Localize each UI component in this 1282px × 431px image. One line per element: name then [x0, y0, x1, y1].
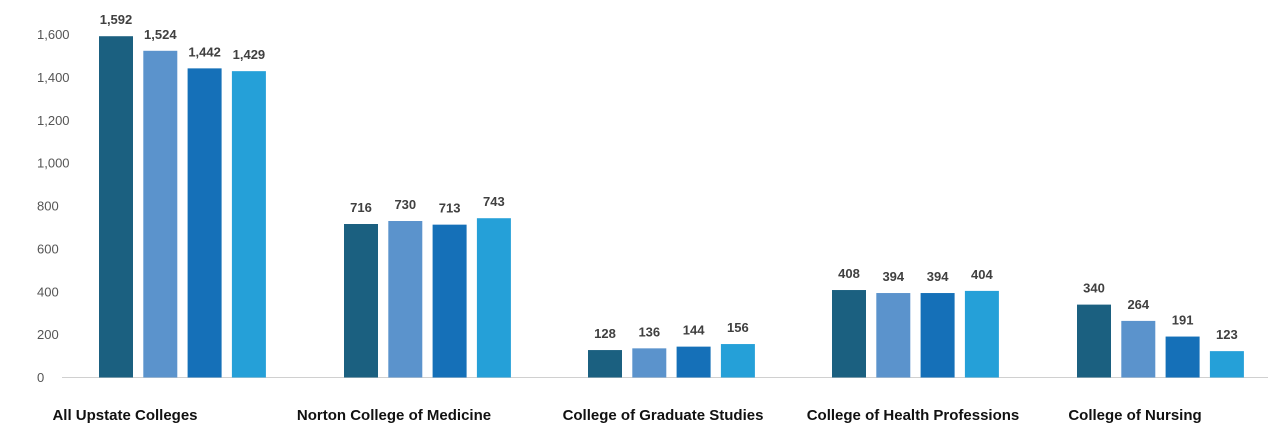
y-tick-label: 0 — [37, 370, 44, 385]
data-label: 394 — [882, 269, 904, 284]
bar — [1121, 320, 1156, 378]
bar — [1165, 336, 1200, 378]
y-tick-label: 200 — [37, 327, 59, 342]
category-label: College of Graduate Studies — [563, 407, 764, 424]
data-label: 144 — [683, 323, 705, 338]
category-label: College of Health Professions — [807, 407, 1020, 424]
bars — [99, 36, 1244, 378]
data-label: 340 — [1083, 281, 1105, 296]
data-label: 404 — [971, 267, 993, 282]
category-label: Norton College of Medicine — [297, 407, 491, 424]
category-label: All Upstate Colleges — [52, 407, 197, 424]
y-tick-label: 1,400 — [37, 70, 70, 85]
data-label: 716 — [350, 200, 372, 215]
bar — [720, 344, 755, 378]
data-label: 136 — [638, 324, 660, 339]
y-tick-label: 1,000 — [37, 156, 70, 171]
bar — [432, 224, 467, 378]
data-label: 128 — [594, 326, 616, 341]
bar — [388, 221, 423, 378]
bar — [1077, 304, 1111, 378]
bar — [920, 293, 955, 378]
bar — [99, 36, 133, 378]
data-labels: 1,592 716 128 408 340 1,524 730 136 394 264 1,442 7… — [100, 12, 1238, 342]
bar — [676, 346, 711, 378]
category-label: College of Nursing — [1068, 407, 1201, 424]
data-label: 1,442 — [188, 44, 221, 59]
data-label: 394 — [927, 269, 949, 284]
bar — [632, 348, 667, 378]
bar — [588, 350, 622, 378]
data-label: 156 — [727, 320, 749, 335]
data-label: 743 — [483, 194, 505, 209]
bar — [344, 224, 378, 378]
y-tick-label: 400 — [37, 284, 59, 299]
bar — [1209, 351, 1244, 378]
y-tick-label: 1,600 — [37, 27, 70, 42]
bar — [964, 290, 999, 378]
y-tick-label: 1,200 — [37, 113, 70, 128]
data-label: 408 — [838, 266, 860, 281]
y-axis: 0 200 400 600 800 1,000 1,200 1,400 1,600 — [37, 27, 70, 385]
data-label: 713 — [439, 201, 461, 216]
x-axis: All Upstate Colleges Norton College of Me… — [52, 407, 1201, 424]
y-tick-label: 800 — [37, 199, 59, 214]
bar — [476, 218, 511, 378]
y-tick-label: 600 — [37, 241, 59, 256]
data-label: 191 — [1172, 313, 1194, 328]
data-label: 264 — [1127, 297, 1149, 312]
data-label: 123 — [1216, 327, 1238, 342]
bar — [231, 71, 266, 378]
data-label: 1,429 — [233, 47, 266, 62]
bar — [143, 50, 178, 378]
bar — [832, 290, 866, 378]
bar — [876, 293, 911, 378]
data-label: 1,592 — [100, 12, 133, 27]
bar — [187, 68, 222, 378]
data-label: 730 — [394, 197, 416, 212]
data-label: 1,524 — [144, 27, 177, 42]
